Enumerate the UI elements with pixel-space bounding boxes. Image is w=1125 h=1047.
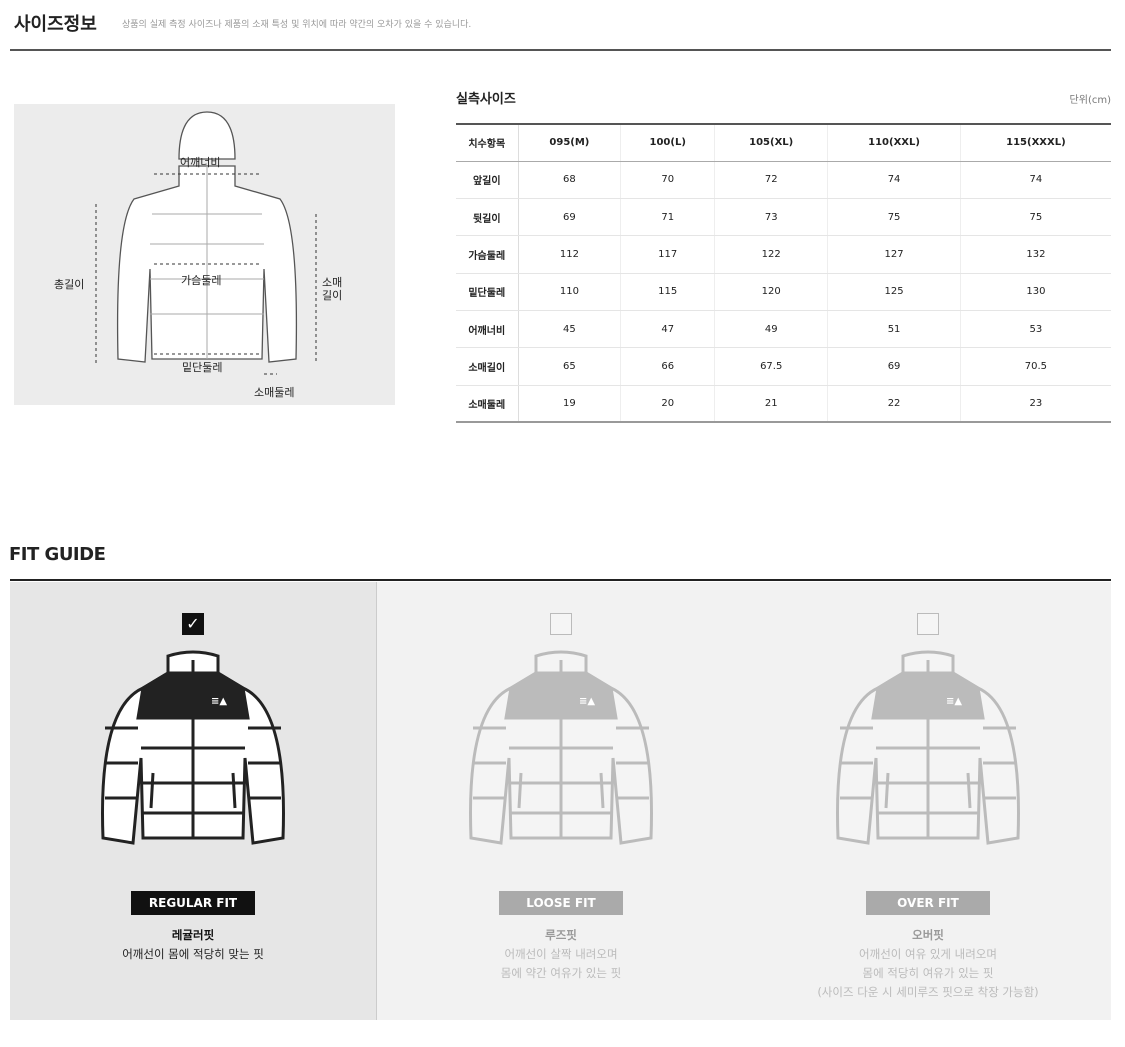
measurement-diagram: 어깨너비 총길이 가슴둘레 밑단둘레 소매 길이 소매둘레 [14,104,395,405]
table-cell: 73 [714,198,828,237]
table-cell: 112 [517,235,621,274]
table-cell: 49 [714,310,828,349]
row-label: 밑단둘레 [456,273,519,311]
table-cell: 74 [959,161,1111,200]
table-cell: 69 [517,198,621,237]
divider [10,49,1111,51]
fit-checkbox[interactable]: ✓ [182,613,204,635]
table-cell: 67.5 [714,347,828,386]
table-cell: 23 [959,385,1111,424]
fit-tag: LOOSE FIT [499,891,623,915]
table-row: 가슴둘레 112 117 122 127 132 [456,235,1111,274]
header-cell: 115(XXXL) [959,122,1111,162]
fit-desc-line: 어깨선이 여유 있게 내려오며 [859,947,997,961]
size-table: 치수항목 095(M) 100(L) 105(XL) 110(XXL) 115(… [456,122,1111,424]
table-header-row: 치수항목 095(M) 100(L) 105(XL) 110(XXL) 115(… [456,122,1111,162]
table-cell: 72 [714,161,828,200]
header-cell: 105(XL) [714,122,828,162]
svg-text:≡▲: ≡▲ [946,696,962,707]
table-cell: 70.5 [959,347,1111,386]
fit-name: 오버핏 [912,928,944,942]
svg-text:≡▲: ≡▲ [211,696,227,707]
fit-desc-line: 어깨선이 몸에 적당히 맞는 핏 [122,947,264,961]
table-cell: 71 [620,198,715,237]
fit-tag: REGULAR FIT [131,891,255,915]
fit-name: 레귤러핏 [171,928,215,942]
table-cell: 127 [827,235,961,274]
table-row: 앞길이 68 70 72 74 74 [456,161,1111,200]
svg-text:≡▲: ≡▲ [579,696,595,707]
row-label: 앞길이 [456,161,519,200]
table-cell: 130 [959,273,1111,311]
table-cell: 132 [959,235,1111,274]
table-cell: 51 [827,310,961,349]
check-icon: ✓ [186,614,200,633]
table-cell: 70 [620,161,715,200]
header-cell: 110(XXL) [827,122,961,162]
label-sleeve-cuff: 소매둘레 [254,386,295,399]
table-cell: 21 [714,385,828,424]
header-cell: 치수항목 [456,122,519,162]
size-table-title: 실측사이즈 [456,92,516,107]
header-cell: 095(M) [517,122,621,162]
row-label: 어깨너비 [456,310,519,349]
divider [10,579,1111,581]
label-hem: 밑단둘레 [182,361,223,374]
header-cell: 100(L) [620,122,715,162]
table-cell: 117 [620,235,715,274]
row-label: 뒷길이 [456,198,519,237]
table-row: 어깨너비 45 47 49 51 53 [456,310,1111,349]
table-cell: 115 [620,273,715,311]
fit-checkbox[interactable] [550,613,572,635]
fit-name: 루즈핏 [545,928,577,942]
table-cell: 125 [827,273,961,311]
table-cell: 75 [959,198,1111,237]
fit-checkbox[interactable] [917,613,939,635]
table-cell: 69 [827,347,961,386]
table-row: 소매길이 65 66 67.5 69 70.5 [456,347,1111,386]
size-notice: 상품의 실제 측정 사이즈나 제품의 소재 특성 및 위치에 따라 약간의 오차… [122,20,472,30]
table-cell: 74 [827,161,961,200]
table-cell: 75 [827,198,961,237]
fit-guide-title: FIT GUIDE [9,544,106,565]
unit-label: 단위(cm) [1069,95,1111,106]
label-shoulder: 어깨너비 [180,156,221,169]
puffer-jacket-icon: ≡▲ [469,650,653,845]
table-row: 소매둘레 19 20 21 22 23 [456,385,1111,424]
table-row: 밑단둘레 110 115 120 125 130 [456,273,1111,311]
table-cell: 45 [517,310,621,349]
table-cell: 47 [620,310,715,349]
fit-tag: OVER FIT [866,891,990,915]
table-cell: 66 [620,347,715,386]
fit-desc-line: 몸에 약간 여유가 있는 핏 [500,966,622,980]
table-cell: 19 [517,385,621,424]
page-title: 사이즈정보 [14,14,97,35]
puffer-jacket-icon: ≡▲ [836,650,1020,845]
table-cell: 65 [517,347,621,386]
table-row: 뒷길이 69 71 73 75 75 [456,198,1111,237]
label-total-length: 총길이 [54,278,85,291]
fit-desc-line: 어깨선이 살짝 내려오며 [504,947,618,961]
table-cell: 120 [714,273,828,311]
puffer-jacket-icon: ≡▲ [101,650,285,845]
label-sleeve-length: 소매 길이 [322,276,343,302]
row-label: 소매둘레 [456,385,519,424]
jacket-outline-illustration [95,111,317,375]
fit-desc-line: 몸에 적당히 여유가 있는 핏 [862,966,994,980]
table-cell: 122 [714,235,828,274]
fit-desc-line: (사이즈 다운 시 세미루즈 핏으로 착장 가능함) [817,985,1039,999]
table-cell: 20 [620,385,715,424]
table-cell: 68 [517,161,621,200]
table-cell: 53 [959,310,1111,349]
table-cell: 110 [517,273,621,311]
row-label: 소매길이 [456,347,519,386]
row-label: 가슴둘레 [456,235,519,274]
table-cell: 22 [827,385,961,424]
label-chest: 가슴둘레 [181,274,222,287]
